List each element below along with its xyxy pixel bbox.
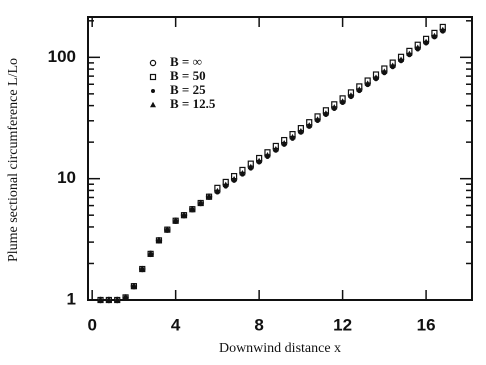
x-tick-label: 16: [417, 315, 436, 334]
marker: [130, 282, 137, 289]
marker: [423, 38, 430, 45]
marker: [289, 133, 296, 140]
marker: [406, 50, 413, 56]
marker: [297, 128, 304, 134]
marker: [149, 73, 157, 81]
marker: [339, 98, 346, 104]
marker: [122, 294, 129, 300]
marker: [206, 193, 213, 199]
x-tick-label: 4: [171, 315, 181, 334]
marker: [147, 250, 154, 257]
marker: [247, 163, 254, 170]
marker: [381, 68, 388, 74]
marker: [222, 181, 229, 188]
marker: [272, 145, 279, 152]
x-tick-label: 8: [254, 315, 263, 334]
marker: [364, 80, 371, 86]
marker: [314, 116, 321, 122]
marker: [256, 157, 263, 164]
x-axis-label: Downwind distance x: [219, 341, 341, 356]
marker: [105, 296, 112, 303]
marker: [172, 217, 179, 223]
legend-label: B = ∞: [170, 54, 202, 69]
marker: [97, 296, 104, 303]
marker: [414, 44, 421, 50]
legend-label: B = 12.5: [170, 96, 216, 111]
marker: [239, 169, 246, 176]
x-tick-label: 0: [87, 315, 96, 334]
marker: [264, 152, 271, 158]
marker: [164, 226, 171, 232]
y-axis-label: Plume sectional circumference L/Lo: [6, 58, 21, 262]
y-tick-label: 1: [67, 289, 76, 308]
plot-frame: [87, 16, 473, 301]
marker: [214, 187, 221, 194]
marker: [373, 74, 379, 80]
marker: [114, 296, 121, 303]
marker: [181, 211, 187, 218]
marker: [356, 86, 363, 92]
x-tick-label: 12: [333, 315, 352, 334]
marker: [306, 122, 313, 128]
marker: [139, 265, 146, 272]
marker: [149, 59, 157, 67]
legend-label: B = 50: [170, 68, 206, 83]
marker: [389, 62, 396, 68]
marker: [398, 56, 405, 62]
y-tick-label: 100: [48, 47, 76, 66]
marker: [281, 140, 288, 146]
y-tick-label: 10: [57, 168, 76, 187]
marker: [189, 206, 196, 212]
marker: [331, 104, 338, 110]
marker: [431, 32, 438, 39]
marker: [197, 199, 204, 206]
marker: [150, 101, 156, 108]
marker: [439, 26, 446, 33]
marker: [155, 237, 162, 243]
marker: [322, 110, 329, 116]
marker: [231, 175, 238, 182]
marker: [151, 89, 155, 93]
marker: [347, 92, 354, 98]
legend-label: B = 25: [170, 82, 206, 97]
